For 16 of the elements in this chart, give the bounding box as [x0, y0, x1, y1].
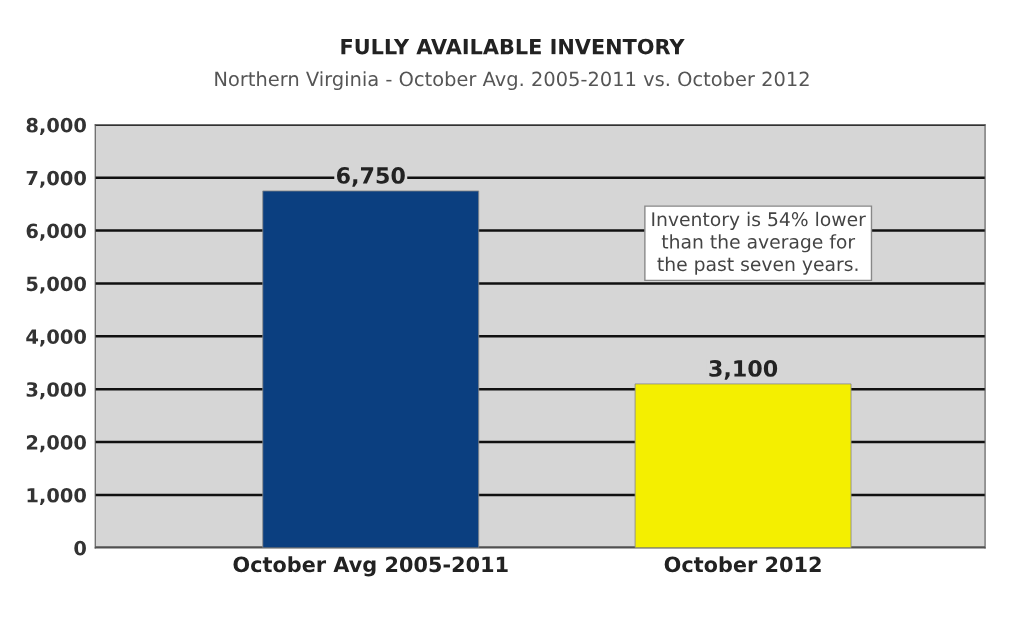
y-tick-label: 4,000 — [26, 329, 86, 347]
y-tick-label: 6,000 — [26, 223, 86, 241]
x-tick-label: October 2012 — [664, 556, 821, 573]
y-tick-label: 8,000 — [26, 117, 86, 135]
y-tick-label: 7,000 — [26, 170, 86, 188]
y-tick-label: 1,000 — [27, 487, 86, 506]
y-tick-label: 0 — [74, 540, 86, 556]
y-tick-label: 2,000 — [26, 435, 86, 453]
chart-subtitle: Northern Virginia - October Avg. 2005-2011 vs. October 2012 — [215, 71, 809, 91]
y-tick-label: 5,000 — [26, 276, 86, 294]
y-tick-label: 3,000 — [26, 382, 86, 400]
x-tick-label: October Avg 2005-2011 — [233, 556, 508, 577]
data-label: 6,750 — [336, 167, 405, 187]
chart-title: FULLY AVAILABLE INVENTORY — [341, 38, 685, 55]
annotation: Inventory is 54% lower than the average for the past seven years. — [652, 211, 866, 275]
data-label: 3,100 — [709, 360, 778, 380]
